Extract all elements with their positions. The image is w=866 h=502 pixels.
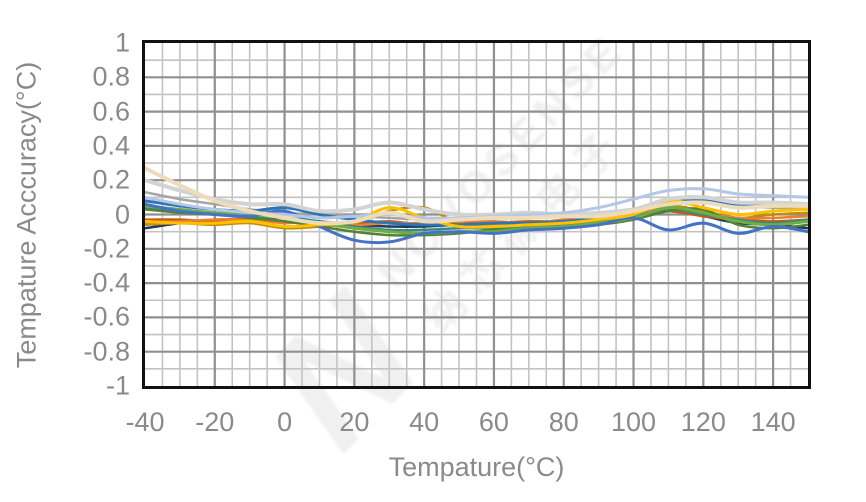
x-tick-label: 100 (610, 407, 657, 437)
x-tick-label: 0 (277, 407, 293, 437)
y-tick-label: 0.2 (92, 164, 130, 195)
x-axis-title: Tempature(°C) (388, 452, 565, 482)
y-tick-label: -0.2 (83, 233, 130, 264)
y-tick-label: -0.8 (83, 336, 130, 367)
y-tick-label: 0.6 (92, 96, 130, 127)
x-tick-label: 60 (478, 407, 509, 437)
series-line-unit-gold (145, 199, 808, 229)
x-tick-label: -20 (195, 407, 235, 437)
x-tick-label: 40 (409, 407, 440, 437)
y-tick-label: 0.4 (92, 130, 130, 161)
series-line-unit-blue (145, 202, 808, 245)
series-line-unit-cream (145, 166, 808, 226)
x-tick-label: 140 (750, 407, 796, 437)
plot-area (142, 40, 811, 389)
y-tick-label: 1 (114, 27, 130, 58)
y-tick-label: -0.4 (83, 267, 130, 298)
y-tick-label: 0.8 (92, 61, 130, 92)
chart-lines-svg (145, 43, 808, 386)
x-tick-label: 120 (680, 407, 726, 437)
x-tick-label: 80 (548, 407, 579, 437)
series-line-unit-light-gray (145, 178, 808, 217)
y-axis-title: Tempature Acccuracy(°C) (11, 61, 42, 369)
y-tick-label: -1 (105, 370, 130, 401)
x-tick-label: 20 (339, 407, 370, 437)
y-tick-label: 0 (114, 199, 130, 229)
x-tick-label: -40 (125, 407, 165, 437)
y-tick-label: -0.6 (83, 301, 130, 332)
